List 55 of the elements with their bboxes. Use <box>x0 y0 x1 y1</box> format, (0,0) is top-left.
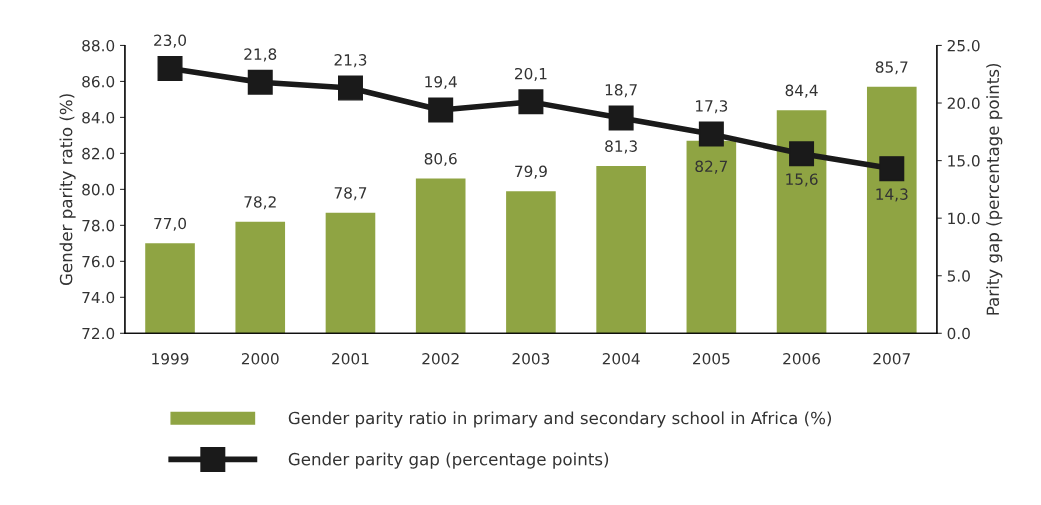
data-label: 23,0 <box>154 34 187 48</box>
data-label: 18,7 <box>605 84 637 98</box>
x-tick-label: 2006 <box>783 353 821 365</box>
point <box>428 97 454 123</box>
y-tick-label: 88.0 <box>82 39 115 52</box>
legend-label: Gender parity ratio in primary and secondary school in Africa (%) <box>288 411 832 428</box>
data-label: 84,4 <box>785 84 818 98</box>
data-label: 14,3 <box>876 188 908 202</box>
legend-label: Gender parity gap (percentage points) <box>288 452 609 469</box>
y2-tick-label: 0.0 <box>947 327 970 340</box>
y-tick-label: 78.0 <box>82 219 115 232</box>
data-label: 21,3 <box>334 54 367 68</box>
data-label: 85,7 <box>875 61 908 75</box>
y2-tick-label: 25.0 <box>947 39 980 52</box>
x-tick-label: 2001 <box>332 353 369 365</box>
data-label: 78,7 <box>334 187 367 201</box>
point <box>247 69 273 95</box>
data-label: 77,0 <box>154 217 187 231</box>
point <box>518 89 544 115</box>
y2-tick-label: 15.0 <box>948 155 980 167</box>
data-label: 78,2 <box>244 196 276 210</box>
point <box>608 105 634 131</box>
data-label: 15,6 <box>786 173 818 187</box>
data-label: 20,1 <box>515 67 547 82</box>
data-label: 21,8 <box>244 48 277 62</box>
point <box>698 121 724 147</box>
y2-axis-title: Parity gap (percentage points) <box>986 63 1003 315</box>
data-label: 19,4 <box>425 75 457 90</box>
y2-tick-label: 20.0 <box>947 97 980 110</box>
data-label: 82,7 <box>695 160 728 174</box>
y-tick-label: 80.0 <box>82 183 115 196</box>
x-tick-label: 2002 <box>422 353 459 365</box>
point <box>157 55 183 81</box>
x-tick-label: 1999 <box>152 353 189 365</box>
y-tick-label: 82.0 <box>82 147 115 160</box>
y-tick-label: 86.0 <box>82 75 115 88</box>
y-axis-title: Gender parity ratio (%) <box>59 94 76 286</box>
data-label: 79,9 <box>515 165 547 179</box>
x-tick-label: 2004 <box>602 353 640 365</box>
y-tick-label: 76.0 <box>82 255 115 268</box>
x-tick-label: 2003 <box>512 353 550 365</box>
y2-tick-label: 5.0 <box>947 270 970 282</box>
x-tick-label: 2007 <box>873 353 910 365</box>
y-tick-label: 84.0 <box>82 111 115 124</box>
x-tick-label: 2000 <box>241 353 279 365</box>
x-tick-label: 2005 <box>693 353 730 365</box>
point <box>337 75 363 101</box>
data-label: 80,6 <box>424 152 457 167</box>
y2-tick-label: 10.0 <box>948 212 980 225</box>
point <box>789 141 815 167</box>
y-tick-label: 72.0 <box>82 327 115 340</box>
data-label: 17,3 <box>696 100 728 114</box>
y-tick-label: 74.0 <box>82 291 115 304</box>
point <box>879 156 905 182</box>
data-label: 81,3 <box>605 140 637 154</box>
